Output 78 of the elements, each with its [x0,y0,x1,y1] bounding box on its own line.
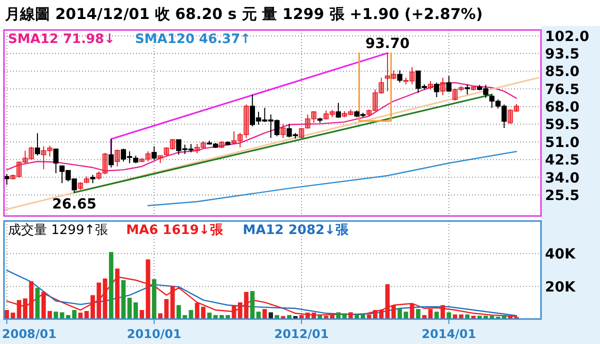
candlestick [330,109,335,118]
y-tick-label: 93.5 [545,46,580,63]
candlestick [114,149,120,167]
candlestick [10,174,16,180]
candlestick [311,110,316,124]
y-tick-label: 40K [545,246,576,263]
x-tick-label: 2010/01 [126,327,182,341]
candlestick [108,138,114,168]
candlestick [434,82,440,98]
chart-title: 成交量 1299↑張 [8,222,108,238]
candlestick [464,84,470,95]
y-tick-label: 68.0 [545,100,580,116]
candlestick [96,170,102,180]
candlestick [384,52,390,92]
candlestick [446,75,452,92]
y-tick-label: 102.0 [545,28,590,45]
candlestick [366,108,372,117]
candlestick [440,77,446,96]
y-tick-label: 42.5 [545,152,580,169]
candlestick [409,66,415,85]
candlestick [84,176,90,184]
y-tick-label: 25.5 [545,188,580,204]
y-tick-label: 85.0 [545,64,580,80]
candlestick [53,148,58,174]
candlestick [244,104,249,138]
y-tick-label: 59.5 [545,117,580,134]
candlestick [452,88,458,102]
candlestick [231,130,237,145]
x-tick-label: 2014/01 [422,327,476,341]
candlestick [16,160,22,178]
candlestick [514,104,520,112]
line-series [147,150,518,206]
candlestick [238,132,243,148]
candlestick [391,70,396,80]
candlestick [298,127,304,138]
candlestick [348,108,354,116]
candlestick [145,150,151,162]
text: MA6 1619↓張 [126,223,224,238]
candlestick [378,77,384,94]
candlestick [34,132,40,156]
candlestick [336,102,341,118]
candlestick [170,138,176,150]
candlestick [323,110,329,120]
candlestick [139,158,144,163]
text: SMA12 71.98↓ [8,32,115,47]
candlestick [428,80,434,90]
candlestick [152,146,157,160]
y-tick-label: 51.0 [545,134,580,151]
text: MA12 2082↓張 [242,223,350,238]
candlestick [158,155,163,164]
y-tick-label: 76.5 [545,82,580,98]
chart-title: 月線圖 2014/12/01 收 68.20 s 元 量 1299 張 +1.90 (+2.87%) [4,5,483,23]
candlestick [194,144,200,154]
candlestick [397,70,402,84]
candlestick [200,140,206,148]
candlestick [470,85,476,91]
candlestick [47,145,52,157]
candlestick [342,110,348,118]
candlestick [458,85,464,92]
annotation: 26.65 [52,196,96,213]
candlestick [372,89,378,112]
x-tick-label: 2008/01 [2,327,56,341]
y-tick-label: 34.0 [545,170,580,186]
candlestick [164,146,170,156]
candlestick [102,152,108,175]
candlestick [22,150,28,164]
candlestick [219,140,224,148]
text: SMA120 46.37↑ [135,32,252,47]
candlestick [28,146,34,160]
candlestick [508,108,513,124]
y-tick-label: 20K [545,279,576,296]
candlestick [41,146,46,170]
x-tick-label: 2012/01 [274,327,329,341]
candlestick [305,114,310,130]
candlestick [78,182,84,190]
annotation: 93.70 [365,36,410,52]
candlestick [280,123,286,138]
line-series [6,82,518,172]
